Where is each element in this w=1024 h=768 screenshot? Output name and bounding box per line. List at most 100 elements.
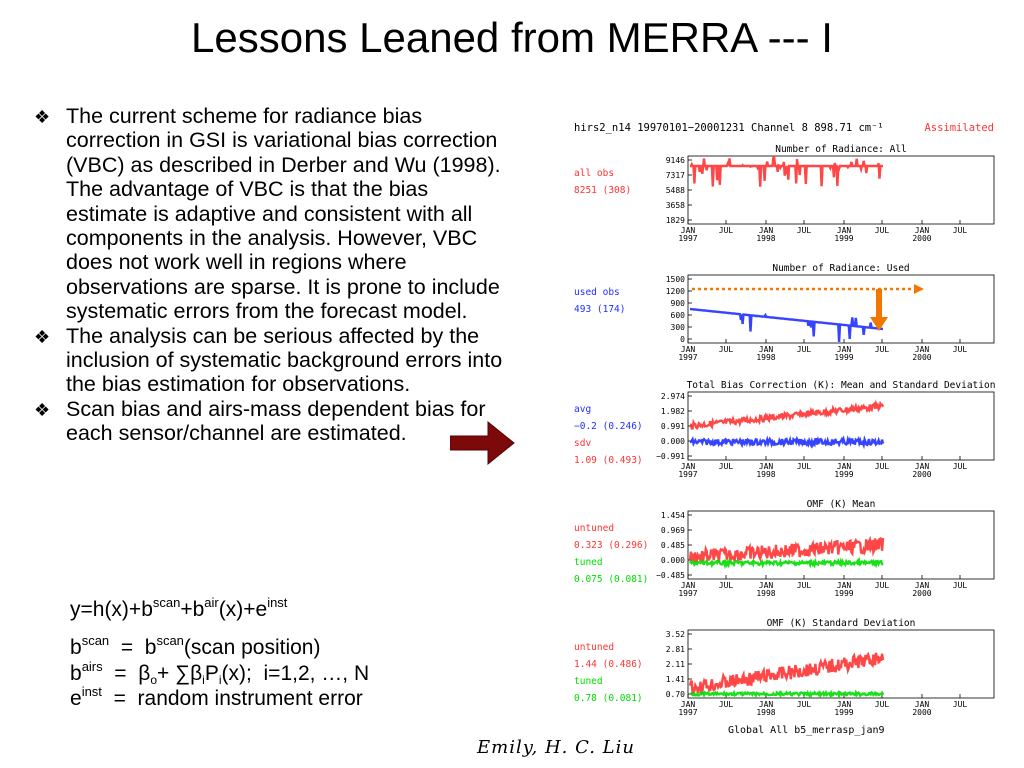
x-tick-label: 2000 xyxy=(912,353,931,362)
y-tick-label: 0 xyxy=(680,335,685,344)
y-tick-label: 0.000 xyxy=(661,556,685,565)
x-tick-label: 1997 xyxy=(678,470,697,479)
x-tick-label: JUL xyxy=(953,581,968,590)
panel-frame xyxy=(687,274,995,344)
bullet-item: ❖ The current scheme for radiance bias c… xyxy=(34,104,504,324)
panel-title: OMF (K) Standard Deviation xyxy=(767,618,916,629)
x-tick-label: 2000 xyxy=(912,234,931,243)
y-tick-label: 0.485 xyxy=(661,541,685,550)
figure-footer: Global All b5_merrasp_jan9 xyxy=(728,725,885,736)
panel-legend-label: tuned xyxy=(574,676,603,687)
data-series-line xyxy=(688,651,885,695)
x-tick-label: JUL xyxy=(719,462,734,471)
x-tick-label: JUL xyxy=(797,345,812,354)
data-series-line xyxy=(689,435,885,450)
x-tick-label: JAN xyxy=(681,462,696,471)
author-credit: Emily, H. C. Liu xyxy=(477,737,635,758)
panel-legend-label: sdv xyxy=(574,438,591,449)
panel-legend-label: 493 (174) xyxy=(574,304,625,315)
x-tick-label: JAN xyxy=(837,700,852,709)
figure-header-right: Assimilated xyxy=(924,122,994,134)
y-tick-label: 1200 xyxy=(666,287,685,296)
y-tick-label: 0.70 xyxy=(666,690,685,699)
x-tick-label: JUL xyxy=(875,345,890,354)
y-tick-label: 0.991 xyxy=(661,422,685,431)
panel-legend-label: used obs xyxy=(574,287,620,298)
panel-legend-label: 8251 (308) xyxy=(574,185,631,196)
scan-bias-equation: bscan = bscan(scan position) xyxy=(70,633,321,659)
data-series-line xyxy=(689,689,885,700)
x-tick-label: 1998 xyxy=(756,353,775,362)
panel-frame xyxy=(687,155,995,225)
bullet-item: ❖ Scan bias and airs-mass dependent bias… xyxy=(34,397,504,446)
y-tick-label: 2.974 xyxy=(661,392,685,401)
panel-title: Total Bias Correction (K): Mean and Stan… xyxy=(687,380,996,391)
x-tick-label: JUL xyxy=(719,226,734,235)
data-series-line xyxy=(689,307,884,343)
x-tick-label: JUL xyxy=(719,345,734,354)
x-tick-label: JUL xyxy=(953,345,968,354)
x-tick-label: JAN xyxy=(915,700,930,709)
figure-panels: Number of Radiance: All 9146 7317 5488 3658 1… xyxy=(574,144,995,717)
x-tick-label: JAN xyxy=(837,226,852,235)
bullet-item: ❖ The analysis can be serious affected b… xyxy=(34,324,504,397)
x-tick-label: JUL xyxy=(797,700,812,709)
x-tick-label: JAN xyxy=(759,345,774,354)
x-tick-label: JUL xyxy=(719,581,734,590)
y-tick-label: 2.11 xyxy=(666,660,685,669)
x-tick-label: 1998 xyxy=(756,470,775,479)
x-tick-label: JAN xyxy=(681,345,696,354)
x-tick-label: JAN xyxy=(837,581,852,590)
x-tick-label: JUL xyxy=(875,700,890,709)
y-tick-label: −0.991 xyxy=(656,452,685,461)
x-tick-label: JUL xyxy=(875,226,890,235)
x-tick-label: JUL xyxy=(875,462,890,471)
x-tick-label: JUL xyxy=(875,581,890,590)
x-tick-label: JAN xyxy=(681,581,696,590)
x-tick-label: JUL xyxy=(953,462,968,471)
y-tick-label: 1.41 xyxy=(666,675,685,684)
y-tick-label: 9146 xyxy=(666,156,685,165)
y-tick-label: 0.969 xyxy=(661,526,685,535)
pointer-arrow-icon xyxy=(450,420,515,466)
panel-legend-label: avg xyxy=(574,404,591,415)
diamond-bullet-icon: ❖ xyxy=(34,326,51,347)
y-tick-label: −0.485 xyxy=(656,571,685,580)
x-tick-label: 1998 xyxy=(756,589,775,598)
panel-legend-label: 1.09 (0.493) xyxy=(574,455,643,466)
x-tick-label: JUL xyxy=(719,700,734,709)
y-tick-label: 0.000 xyxy=(661,437,685,446)
y-tick-label: 900 xyxy=(671,299,686,308)
bullet-text: The current scheme for radiance bias cor… xyxy=(66,104,501,324)
y-tick-label: 7317 xyxy=(666,171,685,180)
figure-header-left: hirs2_n14 19970101−20001231 Channel 8 89… xyxy=(574,122,884,134)
panel-legend-label: 1.44 (0.486) xyxy=(574,659,643,670)
x-tick-label: JAN xyxy=(837,345,852,354)
x-tick-label: 1999 xyxy=(834,353,853,362)
diamond-bullet-icon: ❖ xyxy=(34,107,51,127)
x-tick-label: JUL xyxy=(953,700,968,709)
y-tick-label: 2.81 xyxy=(666,645,685,654)
x-tick-label: JAN xyxy=(915,462,930,471)
panel-title: Number of Radiance: All xyxy=(775,144,907,155)
data-series-line xyxy=(689,155,883,187)
y-tick-label: 1829 xyxy=(666,216,685,225)
slide-title: Lessons Leaned from MERRA --- I xyxy=(191,14,833,61)
x-tick-label: 1997 xyxy=(678,708,697,717)
decline-arrow-icon xyxy=(870,317,888,331)
x-tick-label: 1997 xyxy=(678,234,697,243)
x-tick-label: JAN xyxy=(681,226,696,235)
data-series-line xyxy=(689,399,885,431)
x-tick-label: 1999 xyxy=(834,470,853,479)
bullet-list: ❖ The current scheme for radiance bias c… xyxy=(34,104,504,446)
bullet-text: Scan bias and airs-mass dependent bias f… xyxy=(66,396,486,446)
x-tick-label: 2000 xyxy=(912,470,931,479)
x-tick-label: JUL xyxy=(953,226,968,235)
panel-title: Number of Radiance: Used xyxy=(772,263,909,274)
x-tick-label: JAN xyxy=(759,581,774,590)
data-series-line xyxy=(688,556,884,570)
y-tick-label: 3.52 xyxy=(666,630,685,639)
x-tick-label: 2000 xyxy=(912,708,931,717)
x-tick-label: JAN xyxy=(759,462,774,471)
x-tick-label: JAN xyxy=(837,462,852,471)
